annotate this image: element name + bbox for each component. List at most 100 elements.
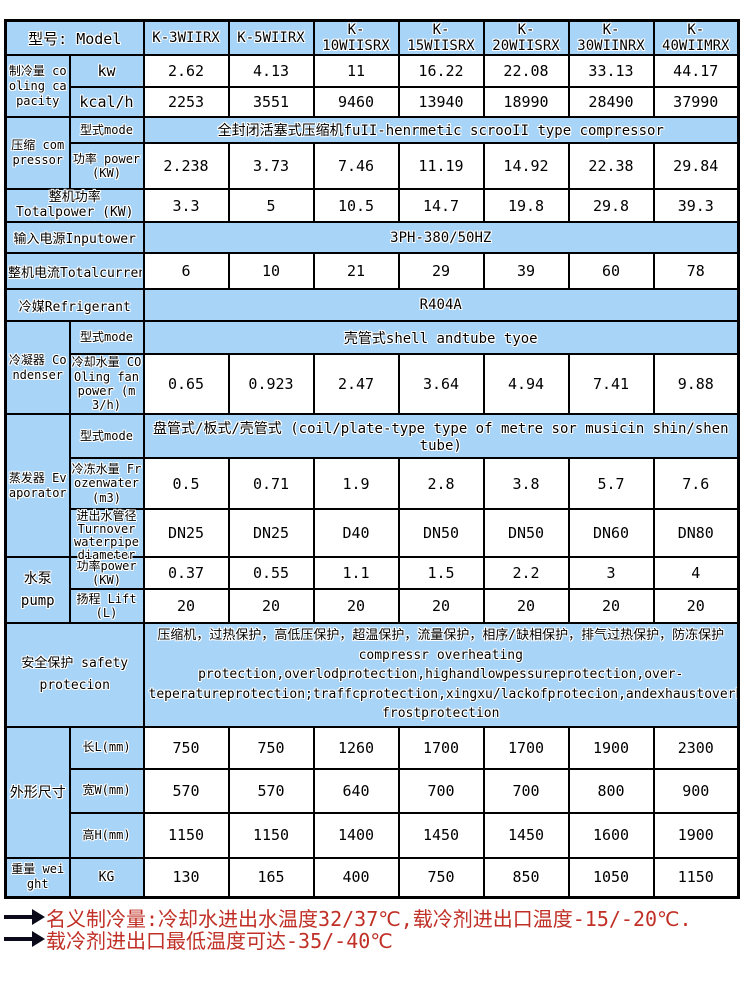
pump-power-label: 功率power (KW)	[68, 556, 145, 590]
compressor-mode-label: 型式mode	[68, 116, 145, 144]
length-value: 1700	[397, 725, 485, 770]
pump-power-value: 1.1	[312, 556, 400, 590]
dimension-height-row: 高H(mm) 1150 1150 1400 1450 1450 1600 190…	[6, 811, 740, 859]
weight-value: 1050	[567, 856, 655, 899]
lift-value: 20	[482, 588, 570, 624]
total-power-value: 29.8	[567, 188, 655, 223]
total-power-value: 10.5	[312, 188, 400, 223]
compressor-power-label: 功率 power (KW)	[68, 142, 145, 190]
width-value: 800	[567, 767, 655, 814]
evaporator-mode-row: 蒸发器 Evaporator 型式mode 盘管式/板式/壳管式 (coil/p…	[4, 413, 740, 558]
kcal-value: 37990	[652, 86, 740, 118]
weight-group-label: 重量 weight	[4, 856, 71, 899]
width-value: 640	[312, 767, 400, 814]
pump-power-row: 水泵 pump 功率power (KW) 0.37 0.55 1.1 1.5 2…	[4, 556, 740, 624]
frozen-value: 0.71	[227, 457, 315, 510]
pump-lift-row: 扬程 Lift(L) 20 20 20 20 20 20 20	[6, 588, 740, 624]
cond-water-value: 2.47	[312, 353, 400, 415]
comp-power-value: 7.46	[312, 142, 400, 190]
evaporator-pipe-row: 进出水管径 Turnover waterpipe diameter DN25 D…	[6, 508, 740, 562]
pump-group-label: 水泵 pump	[4, 556, 71, 624]
evaporator-group-label: 蒸发器 Evaporator	[4, 413, 71, 558]
header-row: 型号: Model K-3WIIRX K-5WIIRX K-10WIISRX K…	[4, 19, 740, 56]
pipe-diameter-label: 进出水管径 Turnover waterpipe diameter	[68, 508, 145, 562]
condenser-group-label: 冷凝器 Condenser	[4, 320, 71, 415]
input-power-value: 3PH-380/50HZ	[142, 221, 740, 254]
lift-value: 20	[227, 588, 315, 624]
length-value: 1260	[312, 725, 400, 770]
total-current-row: 整机电流Totalcurrent(A) 6 10 21 29 39 60 78	[4, 252, 740, 290]
total-power-value: 39.3	[652, 188, 740, 223]
evaporator-mode-label: 型式mode	[68, 413, 145, 459]
compressor-power-row: 功率 power (KW) 2.238 3.73 7.46 11.19 14.9…	[6, 142, 740, 190]
weight-value: 750	[397, 856, 485, 899]
current-value: 6	[142, 252, 230, 290]
width-value: 700	[397, 767, 485, 814]
refrigerant-value: R404A	[142, 288, 740, 322]
kcal-value: 28490	[567, 86, 655, 118]
cooling-kw-row: 制冷量 cooling capacity kw 2.62 4.13 11 16.…	[4, 54, 740, 118]
input-power-label: 输入电源Inputower	[4, 221, 145, 254]
comp-power-value: 11.19	[397, 142, 485, 190]
total-power-row: 整机功率 Totalpower (KW) 3.3 5 10.5 14.7 19.…	[4, 188, 740, 223]
kw-value: 44.17	[652, 54, 740, 88]
kw-label: kw	[68, 54, 145, 88]
weight-value: 165	[227, 856, 315, 899]
safety-label: 安全保护 safety protecion	[4, 622, 145, 728]
current-value: 29	[397, 252, 485, 290]
spec-table: 型号: Model K-3WIIRX K-5WIIRX K-10WIISRX K…	[4, 19, 740, 899]
height-label: 高H(mm)	[68, 811, 145, 859]
refrigerant-label: 冷媒Refrigerant	[4, 288, 145, 322]
refrigerant-row: 冷媒Refrigerant R404A	[4, 288, 740, 322]
cooling-kcal-row: kcal/h 2253 3551 9460 13940 18990 28490 …	[6, 86, 740, 118]
pipe-value: DN80	[652, 508, 740, 558]
model-name: K-30WIINRX	[567, 19, 655, 56]
height-value: 1450	[482, 811, 570, 859]
cond-water-value: 0.923	[227, 353, 315, 415]
frozen-water-label: 冷冻水量 Frozenwater (m3)	[68, 457, 145, 510]
evaporator-mode-value: 盘管式/板式/壳管式 (coil/plate-type type of metr…	[142, 413, 740, 459]
length-value: 750	[227, 725, 315, 770]
pump-lift-label: 扬程 Lift(L)	[68, 588, 145, 624]
pump-power-value: 2.2	[482, 556, 570, 590]
note-line: 名义制冷量:冷却水进出水温度32/37℃,载冷剂进出口温度-15/-20℃.	[2, 906, 740, 931]
kw-value: 33.13	[567, 54, 655, 88]
frozen-value: 1.9	[312, 457, 400, 510]
lift-value: 20	[397, 588, 485, 624]
length-value: 2300	[652, 725, 740, 770]
evaporator-frozen-row: 冷冻水量 Frozenwater (m3) 0.5 0.71 1.9 2.8 3…	[6, 457, 740, 510]
width-value: 570	[142, 767, 230, 814]
cond-water-value: 4.94	[482, 353, 570, 415]
lift-value: 20	[652, 588, 740, 624]
compressor-group-label: 压缩 compressor	[4, 116, 71, 190]
total-power-value: 3.3	[142, 188, 230, 223]
comp-power-value: 14.92	[482, 142, 570, 190]
dimension-length-row: 外形尺寸 长L(mm) 750 750 1260 1700 1700 1900 …	[4, 725, 740, 859]
pump-power-value: 0.37	[142, 556, 230, 590]
current-value: 21	[312, 252, 400, 290]
comp-power-value: 22.38	[567, 142, 655, 190]
cooling-group-label: 制冷量 cooling capacity	[4, 54, 71, 118]
compressor-mode-value: 全封闭活塞式压缩机fuII-henrmetic scrooII type com…	[142, 116, 740, 144]
comp-power-value: 3.73	[227, 142, 315, 190]
weight-value: 400	[312, 856, 400, 899]
total-current-label: 整机电流Totalcurrent(A)	[4, 252, 145, 290]
current-value: 78	[652, 252, 740, 290]
kcal-value: 13940	[397, 86, 485, 118]
length-label: 长L(mm)	[68, 725, 145, 770]
kcal-value: 3551	[227, 86, 315, 118]
footnotes: 名义制冷量:冷却水进出水温度32/37℃,载冷剂进出口温度-15/-20℃. 载…	[2, 906, 740, 953]
current-value: 39	[482, 252, 570, 290]
safety-value: 压缩机，过热保护，高低压保护，超温保护，流量保护，相序/缺相保护，排气过热保护，…	[142, 622, 740, 728]
pipe-value: D40	[312, 508, 400, 558]
pipe-value: DN25	[227, 508, 315, 558]
condenser-mode-value: 壳管式shell andtube tyoe	[142, 320, 740, 355]
width-value: 900	[652, 767, 740, 814]
arrow-right-icon	[2, 909, 46, 925]
width-label: 宽W(mm)	[68, 767, 145, 814]
model-name: K-3WIIRX	[142, 19, 230, 56]
length-value: 750	[142, 725, 230, 770]
total-power-label: 整机功率 Totalpower (KW)	[4, 188, 145, 223]
model-name: K-20WIISRX	[482, 19, 570, 56]
lift-value: 20	[142, 588, 230, 624]
